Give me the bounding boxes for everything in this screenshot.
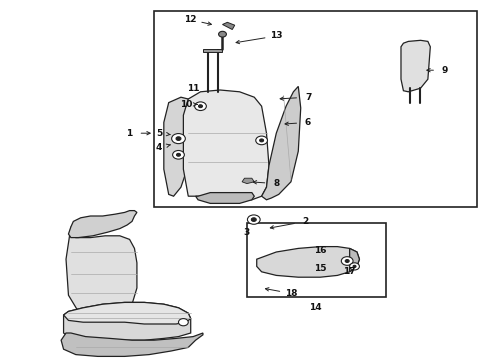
Text: 7: 7 bbox=[304, 93, 311, 102]
Circle shape bbox=[251, 218, 256, 221]
Bar bbox=[246, 223, 386, 297]
Polygon shape bbox=[203, 49, 222, 52]
Text: 5: 5 bbox=[156, 129, 162, 138]
Text: 12: 12 bbox=[184, 15, 197, 24]
Polygon shape bbox=[349, 248, 359, 272]
Circle shape bbox=[176, 153, 180, 156]
Text: 15: 15 bbox=[313, 264, 326, 273]
Circle shape bbox=[247, 215, 260, 224]
Circle shape bbox=[349, 263, 359, 270]
Circle shape bbox=[176, 137, 181, 140]
Circle shape bbox=[341, 257, 352, 265]
Polygon shape bbox=[163, 97, 190, 196]
Polygon shape bbox=[61, 333, 203, 356]
Polygon shape bbox=[68, 211, 137, 238]
Text: 8: 8 bbox=[273, 179, 279, 188]
Polygon shape bbox=[66, 227, 137, 315]
Circle shape bbox=[198, 105, 202, 108]
Circle shape bbox=[255, 136, 267, 145]
Text: 18: 18 bbox=[284, 289, 297, 298]
Bar bbox=[154, 11, 476, 207]
Text: 4: 4 bbox=[155, 143, 162, 152]
Polygon shape bbox=[400, 40, 429, 92]
Polygon shape bbox=[63, 302, 190, 324]
Text: 1: 1 bbox=[126, 129, 132, 138]
Polygon shape bbox=[242, 178, 254, 184]
Circle shape bbox=[345, 260, 348, 262]
Circle shape bbox=[352, 265, 355, 267]
Text: 10: 10 bbox=[179, 100, 192, 109]
Text: 16: 16 bbox=[313, 246, 326, 255]
Text: 3: 3 bbox=[244, 228, 249, 237]
Circle shape bbox=[218, 31, 226, 37]
Text: 13: 13 bbox=[269, 31, 282, 40]
Polygon shape bbox=[261, 86, 300, 200]
Text: 11: 11 bbox=[186, 84, 199, 93]
Text: 2: 2 bbox=[302, 217, 308, 226]
Polygon shape bbox=[256, 247, 359, 277]
Polygon shape bbox=[183, 90, 268, 200]
Polygon shape bbox=[195, 193, 254, 203]
Circle shape bbox=[194, 102, 206, 111]
Polygon shape bbox=[222, 22, 234, 30]
Circle shape bbox=[178, 319, 188, 326]
Polygon shape bbox=[63, 302, 190, 340]
Circle shape bbox=[172, 150, 184, 159]
Text: 9: 9 bbox=[441, 66, 447, 75]
Circle shape bbox=[259, 139, 263, 142]
Text: 6: 6 bbox=[305, 118, 310, 127]
Text: 17: 17 bbox=[343, 267, 355, 276]
Circle shape bbox=[171, 134, 185, 144]
Text: 14: 14 bbox=[308, 303, 321, 312]
